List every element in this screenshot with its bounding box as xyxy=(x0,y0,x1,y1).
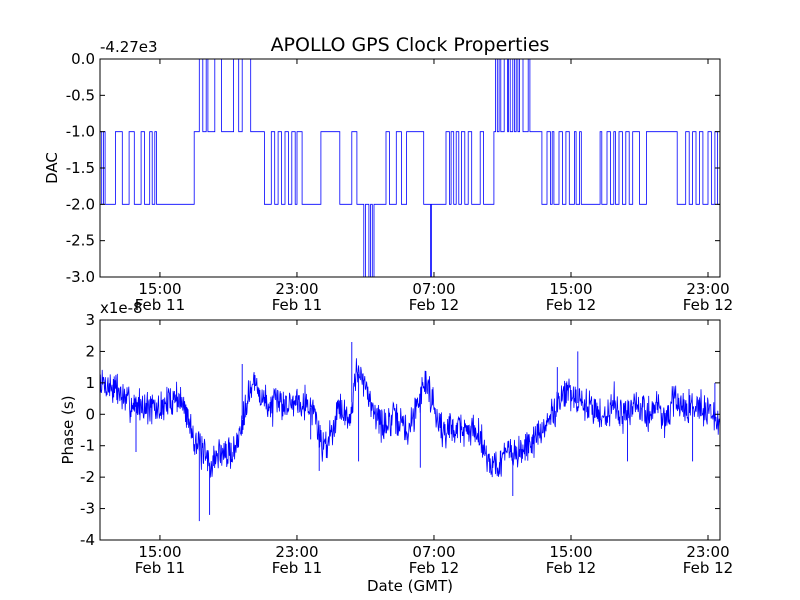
x-tick-time-label: 07:00 xyxy=(412,280,455,298)
y-tick-label: 0.0 xyxy=(71,50,95,68)
x-tick-time-label: 23:00 xyxy=(686,543,729,561)
x-tick-date-label: Feb 12 xyxy=(546,296,596,314)
x-tick-date-label: Feb 11 xyxy=(135,559,185,577)
x-tick-time-label: 23:00 xyxy=(275,543,318,561)
y-tick-label: -3.0 xyxy=(66,268,95,286)
y-tick-label: -0.5 xyxy=(66,86,95,104)
y-tick-label: -2 xyxy=(80,468,95,486)
x-tick-date-label: Feb 12 xyxy=(546,559,596,577)
x-tick-date-label: Feb 12 xyxy=(409,296,459,314)
x-tick-date-label: Feb 11 xyxy=(272,559,322,577)
x-tick-time-label: 15:00 xyxy=(549,543,592,561)
x-tick-date-label: Feb 12 xyxy=(683,559,733,577)
chart-title: APOLLO GPS Clock Properties xyxy=(271,34,550,56)
y-tick-label: -1.5 xyxy=(66,159,95,177)
y-tick-label: -2.5 xyxy=(66,232,95,250)
x-tick-time-label: 15:00 xyxy=(138,543,181,561)
x-tick-time-label: 07:00 xyxy=(412,543,455,561)
phase-offset-label: x1e-8 xyxy=(100,299,143,317)
y-tick-label: 2 xyxy=(85,342,95,360)
x-tick-date-label: Feb 12 xyxy=(409,559,459,577)
x-tick-date-label: Feb 12 xyxy=(683,296,733,314)
phase-y-axis-label: Phase (s) xyxy=(59,395,77,464)
y-tick-label: -1 xyxy=(80,437,95,455)
x-tick-time-label: 15:00 xyxy=(549,280,592,298)
y-tick-label: -2.0 xyxy=(66,195,95,213)
dac-series-line xyxy=(100,58,721,278)
y-tick-label: -4 xyxy=(80,531,95,549)
phase-plot-frame xyxy=(99,319,721,541)
x-tick-date-label: Feb 11 xyxy=(135,296,185,314)
y-tick-label: 1 xyxy=(85,374,95,392)
x-tick-time-label: 23:00 xyxy=(275,280,318,298)
x-tick-date-label: Feb 11 xyxy=(272,296,322,314)
x-tick-time-label: 23:00 xyxy=(686,280,729,298)
x-tick-time-label: 15:00 xyxy=(138,280,181,298)
dac-offset-label: -4.27e3 xyxy=(100,38,158,56)
y-tick-label: -3 xyxy=(80,500,95,518)
dac-y-axis-label: DAC xyxy=(43,152,61,184)
x-axis-label: Date (GMT) xyxy=(367,577,453,595)
y-tick-label: 0 xyxy=(85,405,95,423)
y-tick-label: 3 xyxy=(85,311,95,329)
phase-series-line xyxy=(99,358,721,478)
dac-plot-frame xyxy=(99,58,721,278)
y-tick-label: -1.0 xyxy=(66,123,95,141)
